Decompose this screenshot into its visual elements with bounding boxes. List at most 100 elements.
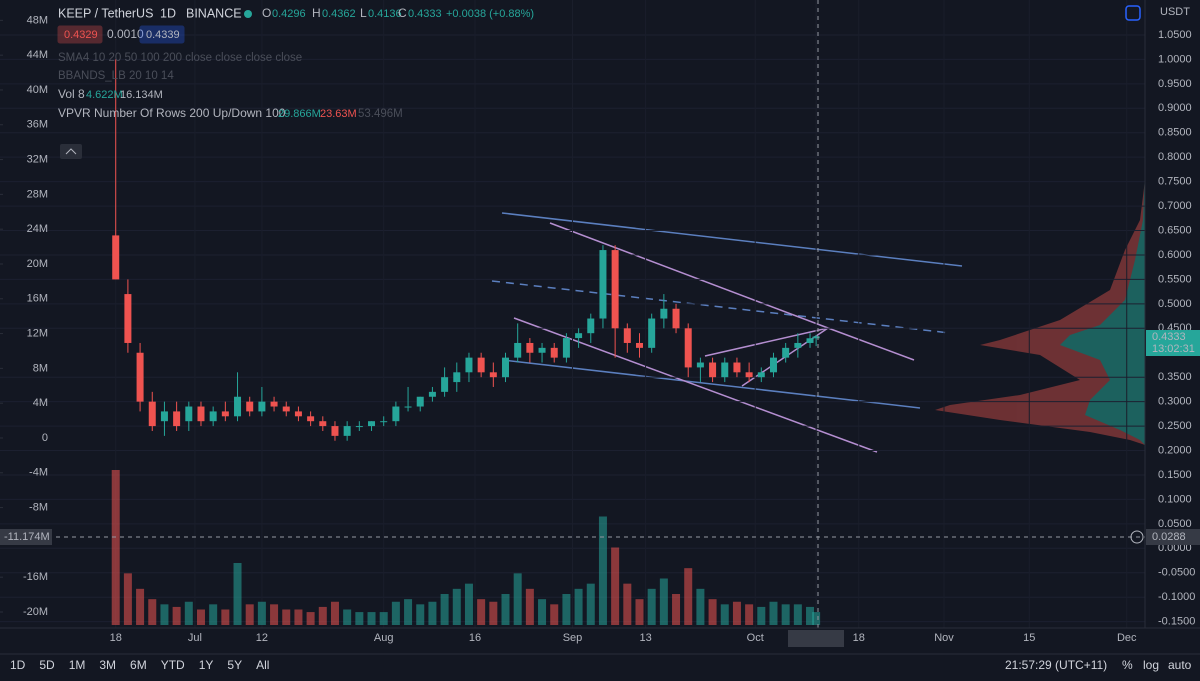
volume-bar (623, 583, 632, 625)
volume-bar (598, 516, 607, 625)
indicator-value: 23.63M (320, 108, 357, 120)
indicator-value: 53.496M (358, 108, 403, 120)
candle-body (660, 308, 668, 319)
candle-body (587, 318, 595, 334)
candle-body (173, 411, 181, 427)
range-button[interactable]: 1D (10, 658, 26, 672)
volume-bar (367, 612, 376, 625)
indicator-name[interactable]: VPVR Number Of Rows 200 Up/Down 100 (58, 106, 286, 120)
left-tick-label: 20M (27, 258, 48, 270)
volume-bar (562, 594, 571, 625)
volume-bar (416, 604, 425, 625)
volume-bar (221, 609, 230, 625)
volume-bar (123, 573, 132, 625)
candle-body (514, 342, 522, 358)
collapse-icon (65, 148, 77, 155)
price-tick-label: -0.0500 (1158, 567, 1195, 579)
buy-price[interactable]: 0.4339 (146, 29, 180, 41)
price-tick-label: 0.8500 (1158, 127, 1192, 139)
candle-body (392, 406, 400, 422)
candle-body (234, 396, 242, 417)
left-tick-label: 44M (27, 49, 48, 61)
status-dot (244, 10, 252, 18)
sell-price[interactable]: 0.4329 (64, 29, 98, 41)
range-button[interactable]: 3M (99, 658, 116, 672)
candle-body (246, 401, 254, 412)
currency[interactable]: USDT (1160, 6, 1190, 18)
sync-button[interactable] (1125, 5, 1141, 21)
ohlc-label: C (398, 6, 407, 20)
buy-button[interactable] (139, 25, 185, 44)
trendline (704, 327, 829, 357)
range-button[interactable]: 6M (130, 658, 147, 672)
candle-body (465, 357, 473, 373)
candle-body (599, 250, 607, 319)
crosshair-price: 0.0288 (1152, 531, 1186, 543)
candle-body (502, 357, 510, 378)
range-button[interactable]: All (256, 658, 269, 672)
volume-bar (769, 601, 778, 625)
volume-bar (391, 601, 400, 625)
range-button[interactable]: YTD (161, 658, 185, 672)
interval[interactable]: 1D (160, 6, 176, 20)
price-tick-label: 0.0500 (1158, 518, 1192, 530)
percent-toggle[interactable]: % (1122, 658, 1133, 672)
candle-body (745, 372, 753, 378)
candle-body (526, 342, 534, 353)
crosshair-left-box (0, 529, 52, 545)
volume-bar (513, 573, 522, 625)
crosshair-price-box (1146, 529, 1200, 545)
candle-body (575, 333, 583, 339)
symbol[interactable]: KEEP / TetherUS (58, 6, 153, 20)
volume-bar (428, 601, 437, 625)
volume-bar (404, 599, 413, 625)
spread: 0.0010 (107, 27, 144, 41)
volume-bar (812, 612, 821, 625)
collapse-button[interactable] (60, 144, 82, 159)
price-tick-label: 0.2500 (1158, 420, 1192, 432)
range-button[interactable]: 1M (69, 658, 86, 672)
volume-bar (611, 547, 620, 625)
volume-bar (757, 606, 766, 625)
range-button[interactable]: 5D (39, 658, 55, 672)
left-tick-label: 40M (27, 84, 48, 96)
volume-bar (209, 604, 218, 625)
log-toggle[interactable]: log (1143, 658, 1159, 672)
volume-bar (550, 604, 559, 625)
volume-bar (282, 609, 291, 625)
add-button[interactable] (1130, 530, 1144, 544)
candle-body (368, 421, 376, 427)
volume-bar (489, 601, 498, 625)
candle-body (294, 411, 302, 417)
time-tick-label: Aug (374, 632, 394, 644)
volume-bar (257, 601, 266, 625)
range-button[interactable]: 5Y (227, 658, 242, 672)
exchange: BINANCE (186, 6, 242, 20)
candle-body (635, 342, 643, 348)
range-button[interactable]: 1Y (199, 658, 214, 672)
crosshair-date-box (788, 630, 844, 647)
ohlc-value: 0.4362 (322, 8, 356, 20)
price-tick-label: 0.9000 (1158, 102, 1192, 114)
time-tick-label: 16 (469, 632, 481, 644)
change: +0.0038 (+0.88%) (446, 8, 534, 20)
auto-toggle[interactable]: auto (1168, 658, 1192, 672)
left-tick-label: 8M (33, 362, 48, 374)
candle-body (221, 411, 229, 417)
volume-bar (781, 604, 790, 625)
indicator[interactable]: SMA4 10 20 50 100 200 close close close … (58, 52, 302, 64)
sell-button[interactable] (57, 25, 103, 44)
candle-body (477, 357, 485, 373)
trendline (827, 327, 915, 361)
volume-bar (440, 594, 449, 625)
left-tick-label: -4M (29, 467, 48, 479)
candle-body (416, 396, 424, 407)
indicator-name[interactable]: Vol 8 (58, 87, 85, 101)
left-tick-label: -20M (23, 606, 48, 618)
indicator[interactable]: BBANDS_LB 20 10 14 (58, 70, 174, 82)
time-tick-label: Sep (563, 632, 583, 644)
crosshair-left: -11.174M (4, 531, 50, 543)
candle-body (258, 401, 266, 412)
left-tick-label: 48M (27, 14, 48, 26)
